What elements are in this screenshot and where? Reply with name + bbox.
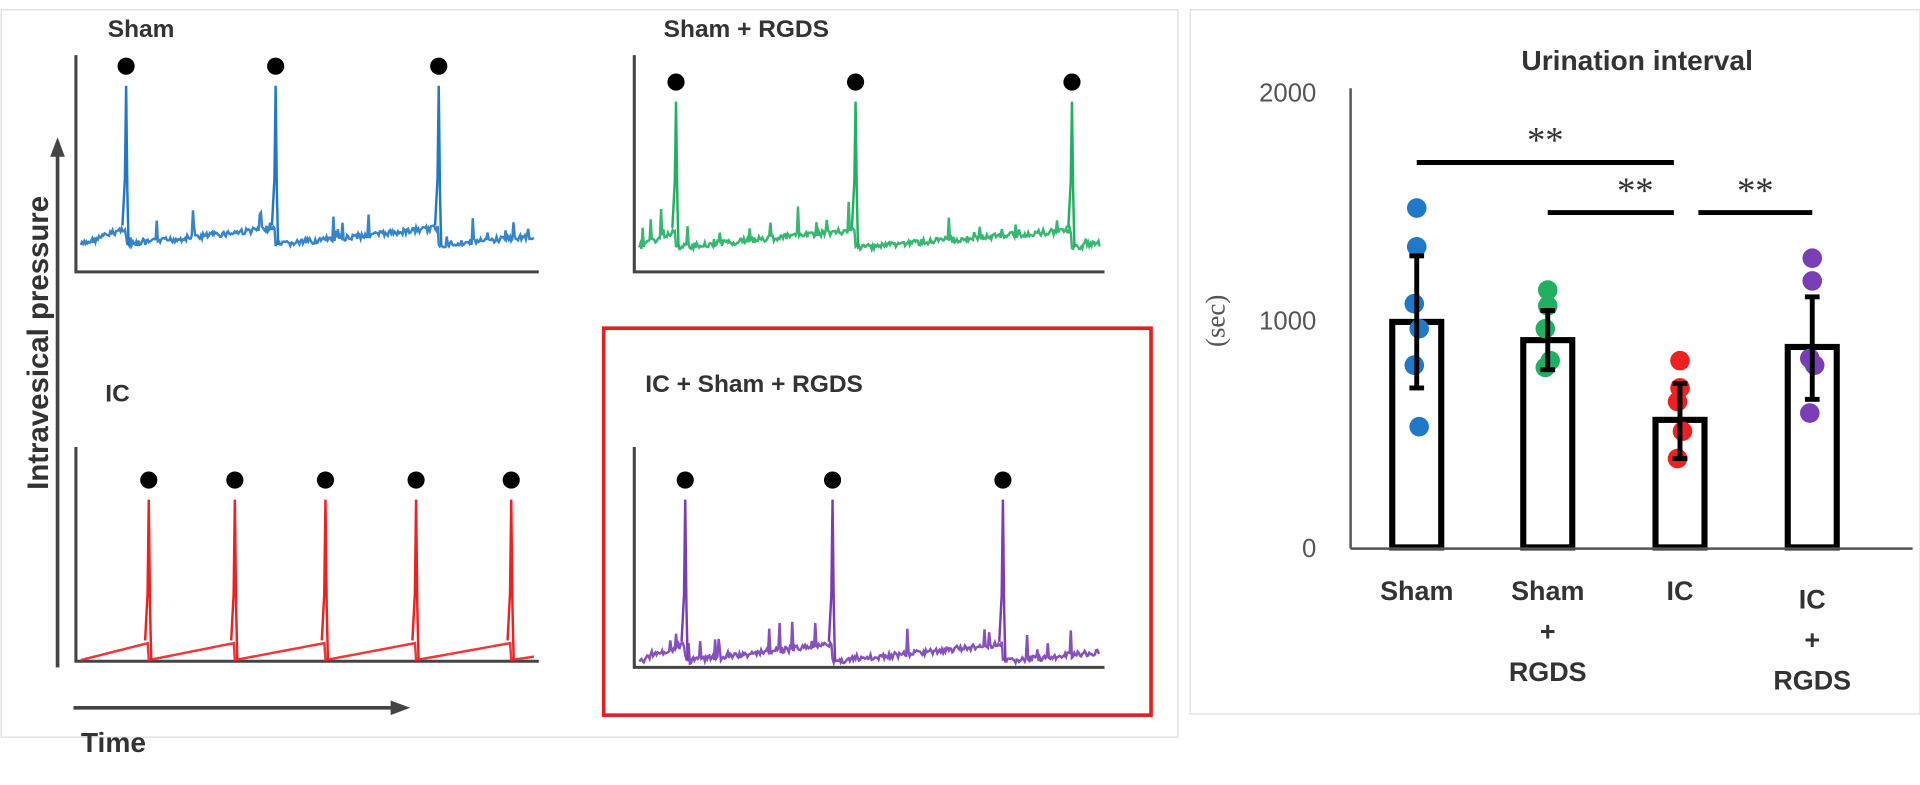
trace-label: Sham + RGDS	[664, 16, 829, 43]
y-tick-0: 0	[1302, 535, 1316, 563]
data-point	[1802, 271, 1823, 291]
category-label: IC	[1667, 576, 1694, 606]
trace-panel: Sham + RGDS	[632, 16, 1105, 274]
trace-panel: IC + Sham + RGDS	[632, 371, 1105, 669]
trace-axes	[74, 446, 539, 663]
voiding-spike	[827, 499, 837, 662]
category-label: +	[1540, 616, 1556, 646]
category-label: RGDS	[1509, 657, 1587, 687]
voiding-marker-dot	[1063, 73, 1081, 91]
voiding-spike	[121, 85, 130, 245]
trace-panel: IC	[74, 381, 539, 663]
traces-panel-frame	[0, 9, 1179, 738]
significance-label: **	[1527, 120, 1564, 161]
voiding-marker-dot	[407, 471, 425, 489]
data-point	[1537, 280, 1558, 300]
pressure-trace	[638, 201, 1101, 254]
trace-axes	[632, 55, 1105, 274]
data-point	[1406, 236, 1427, 257]
voiding-spike	[270, 85, 280, 245]
voiding-marker-dot	[667, 73, 685, 91]
voiding-marker-dot	[267, 57, 285, 75]
highlight-box	[601, 326, 1153, 717]
y-tick-2000: 2000	[1259, 80, 1316, 108]
voiding-spike	[320, 499, 330, 661]
voiding-marker-dot	[823, 471, 842, 489]
voiding-spike	[1067, 101, 1076, 248]
data-point	[1802, 248, 1823, 268]
voiding-marker-dot	[676, 471, 694, 489]
data-point	[1406, 198, 1427, 218]
voiding-marker-dot	[117, 57, 135, 75]
trace-label: IC + Sham + RGDS	[645, 371, 863, 398]
voiding-spike	[671, 101, 680, 248]
voiding-marker-dot	[226, 471, 244, 489]
category-label: Sham	[1380, 576, 1453, 606]
y-tick-1000: 1000	[1259, 307, 1316, 335]
bar-y-label: (sec)	[1200, 295, 1230, 347]
traces-group: Sham Sham + RGDS IC IC + Sham + RGDS	[74, 16, 1105, 669]
voiding-marker-dot	[502, 471, 520, 489]
time-axis-label: Time	[81, 727, 146, 758]
data-point	[1670, 350, 1690, 371]
category-label: +	[1804, 625, 1820, 655]
category-label: RGDS	[1773, 665, 1851, 695]
trace-label: Sham	[108, 16, 175, 43]
voiding-marker-dot	[316, 471, 335, 489]
voiding-spike	[998, 499, 1007, 662]
voiding-spike	[143, 499, 153, 661]
trace-panel: Sham	[74, 16, 539, 274]
voiding-marker-dot	[140, 471, 158, 489]
trace-axes	[74, 55, 539, 274]
pressure-trace	[79, 209, 535, 250]
voiding-spike	[680, 499, 689, 662]
data-point	[1409, 416, 1429, 437]
pressure-trace	[80, 641, 535, 662]
voiding-marker-dot	[994, 471, 1012, 489]
voiding-spike	[433, 85, 443, 245]
category-label: Sham	[1511, 576, 1584, 606]
pressure-axis-label: Intravesical pressure	[22, 196, 55, 490]
bars-group: Sham Sham + RGDS IC IC + RGDS ** ** **	[1380, 120, 1851, 696]
significance-label: **	[1617, 170, 1654, 211]
voiding-marker-dot	[430, 57, 448, 75]
trace-label: IC	[105, 381, 129, 408]
voiding-spike	[411, 499, 420, 661]
pressure-trace	[638, 621, 1101, 668]
trace-axes	[632, 446, 1105, 669]
voiding-spike	[506, 499, 515, 661]
pressure-arrowhead	[50, 137, 65, 157]
data-point	[1800, 403, 1820, 423]
category-label: IC	[1799, 585, 1826, 615]
voiding-spike	[229, 499, 239, 661]
voiding-spike	[850, 101, 860, 248]
time-arrowhead	[390, 700, 411, 716]
voiding-marker-dot	[847, 73, 865, 91]
bar-chart-title: Urination interval	[1521, 45, 1753, 76]
significance-label: **	[1737, 170, 1774, 211]
